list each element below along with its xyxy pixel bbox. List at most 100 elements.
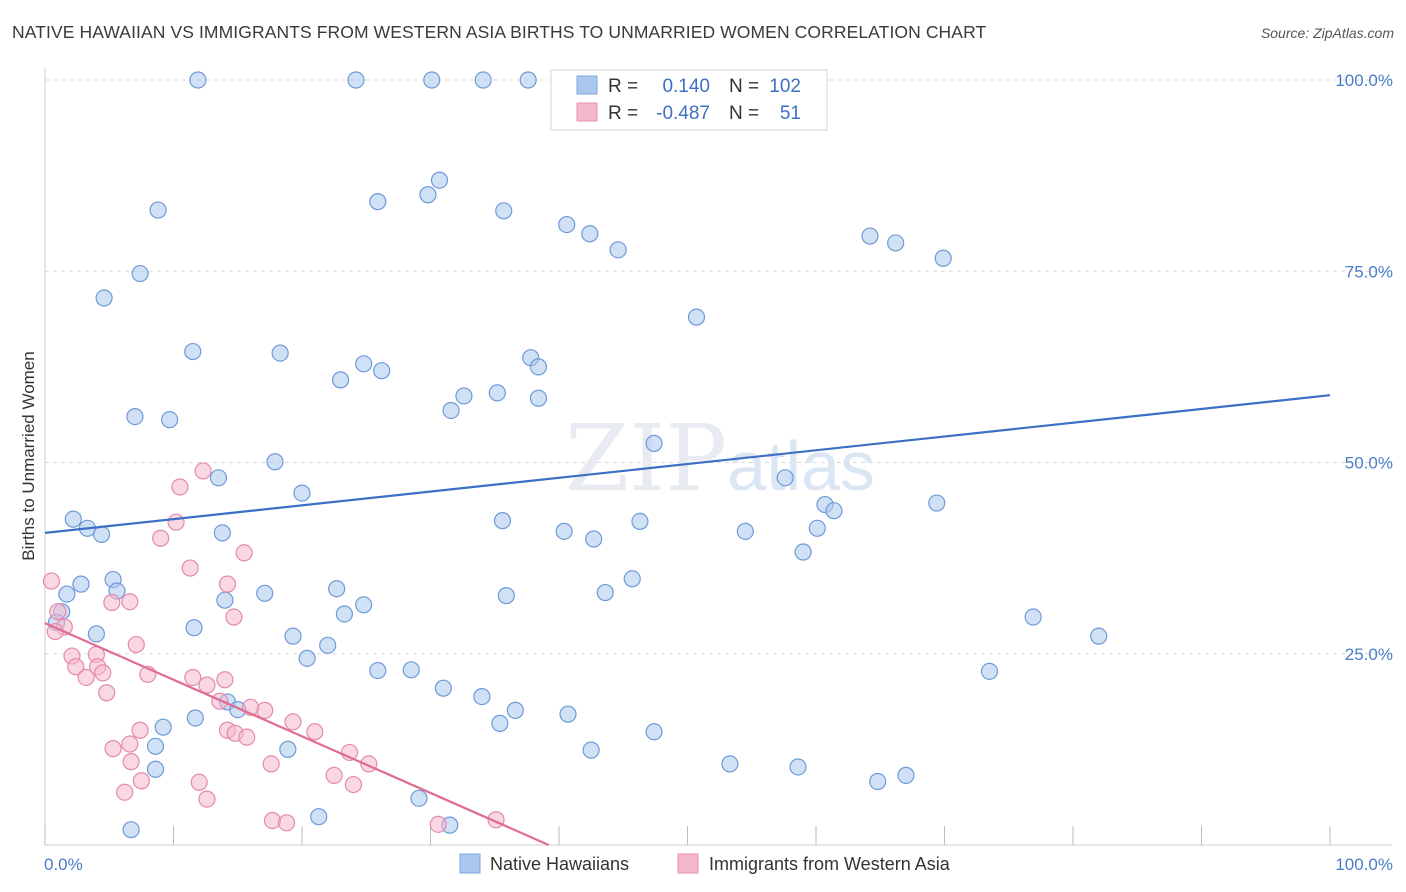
- data-point: [131, 721, 149, 739]
- data-point: [325, 766, 343, 784]
- y-axis-label: Births to Unmarried Women: [19, 351, 38, 560]
- data-point: [429, 815, 447, 833]
- data-point: [225, 608, 243, 626]
- data-point: [284, 713, 302, 731]
- data-point: [355, 355, 373, 373]
- series-native-hawaiians: [47, 71, 1108, 839]
- data-point: [235, 544, 253, 562]
- data-point: [298, 649, 316, 667]
- legend-n-label-1: N =: [729, 76, 759, 97]
- data-point: [149, 201, 167, 219]
- data-point: [347, 71, 365, 89]
- data-point: [493, 512, 512, 530]
- data-point: [185, 619, 203, 637]
- data-point: [213, 524, 231, 542]
- legend-swatch-blue: [576, 75, 598, 95]
- data-point: [355, 596, 373, 614]
- data-point: [171, 478, 189, 496]
- data-point: [42, 572, 61, 590]
- data-point: [419, 186, 437, 204]
- chart-title: NATIVE HAWAIIAN VS IMMIGRANTS FROM WESTE…: [12, 22, 987, 42]
- data-point: [491, 714, 509, 732]
- bottom-legend-swatch-blue: [459, 853, 481, 874]
- data-point: [256, 584, 274, 602]
- data-point: [266, 453, 284, 471]
- legend-n-value-1: 102: [769, 76, 801, 97]
- data-point: [328, 580, 346, 598]
- data-point: [736, 522, 754, 540]
- data-point: [344, 775, 362, 794]
- data-point: [497, 587, 515, 605]
- trend-lines: [44, 394, 1331, 847]
- data-point: [473, 687, 491, 706]
- data-point: [789, 758, 807, 776]
- data-point: [529, 358, 548, 376]
- data-point: [776, 469, 794, 487]
- gridlines: [45, 79, 1392, 655]
- data-point: [306, 723, 324, 741]
- legend-r-label-1: R =: [608, 76, 638, 97]
- data-point: [369, 193, 387, 211]
- data-point: [474, 71, 492, 89]
- data-point: [887, 234, 905, 252]
- legend-n-label-2: N =: [729, 103, 759, 124]
- data-point: [631, 512, 649, 531]
- data-point: [263, 811, 282, 830]
- data-point: [794, 543, 812, 561]
- data-point: [596, 583, 614, 602]
- data-point: [184, 668, 202, 687]
- data-point: [928, 494, 946, 512]
- data-point: [293, 484, 311, 502]
- y-tick-labels: 25.0% 50.0% 75.0% 100.0%: [1335, 71, 1393, 664]
- data-point: [271, 344, 289, 362]
- data-point: [58, 585, 76, 603]
- data-point: [167, 513, 185, 531]
- legend-r-label-2: R =: [608, 103, 638, 124]
- data-point: [218, 575, 237, 593]
- data-point: [825, 502, 843, 520]
- data-point: [189, 71, 207, 89]
- data-point: [184, 342, 202, 361]
- data-point: [279, 740, 297, 758]
- axes: [44, 68, 1392, 846]
- data-point: [77, 668, 95, 687]
- watermark: ZIPatlas: [565, 405, 875, 512]
- y-tick-label-2: 75.0%: [1345, 262, 1393, 281]
- data-point: [194, 462, 212, 480]
- y-tick-label-1: 50.0%: [1345, 454, 1393, 473]
- legend-r-value-1: 0.140: [662, 76, 710, 97]
- x-tick-labels: 0.0% 100.0%: [44, 855, 1393, 874]
- bottom-legend-label-1: Native Hawaiians: [490, 854, 629, 874]
- data-point: [410, 789, 428, 807]
- data-point: [127, 635, 145, 654]
- data-point: [934, 249, 952, 267]
- data-point: [585, 530, 603, 548]
- data-point: [559, 705, 577, 723]
- data-point: [49, 603, 67, 621]
- data-point: [808, 519, 826, 537]
- data-point: [103, 593, 121, 612]
- data-point: [861, 227, 879, 245]
- data-point: [609, 241, 627, 259]
- y-tick-label-3: 100.0%: [1335, 71, 1393, 90]
- data-point: [256, 701, 274, 719]
- data-point: [198, 790, 216, 808]
- data-point: [369, 661, 387, 680]
- data-point: [121, 593, 139, 611]
- data-point: [687, 308, 706, 326]
- data-point: [181, 559, 199, 577]
- data-point: [72, 575, 90, 593]
- bottom-legend-swatch-pink: [677, 853, 699, 874]
- series-legend: Native Hawaiians Immigrants from Western…: [459, 853, 951, 874]
- data-point: [121, 735, 139, 753]
- data-point: [131, 264, 149, 283]
- data-point: [95, 289, 113, 307]
- legend-r-value-2: -0.487: [656, 103, 710, 124]
- data-point: [442, 401, 460, 420]
- data-point: [216, 591, 234, 609]
- source-label: Source: ZipAtlas.com: [1260, 25, 1394, 41]
- data-point: [146, 760, 165, 778]
- data-point: [423, 71, 441, 89]
- data-point: [284, 627, 302, 645]
